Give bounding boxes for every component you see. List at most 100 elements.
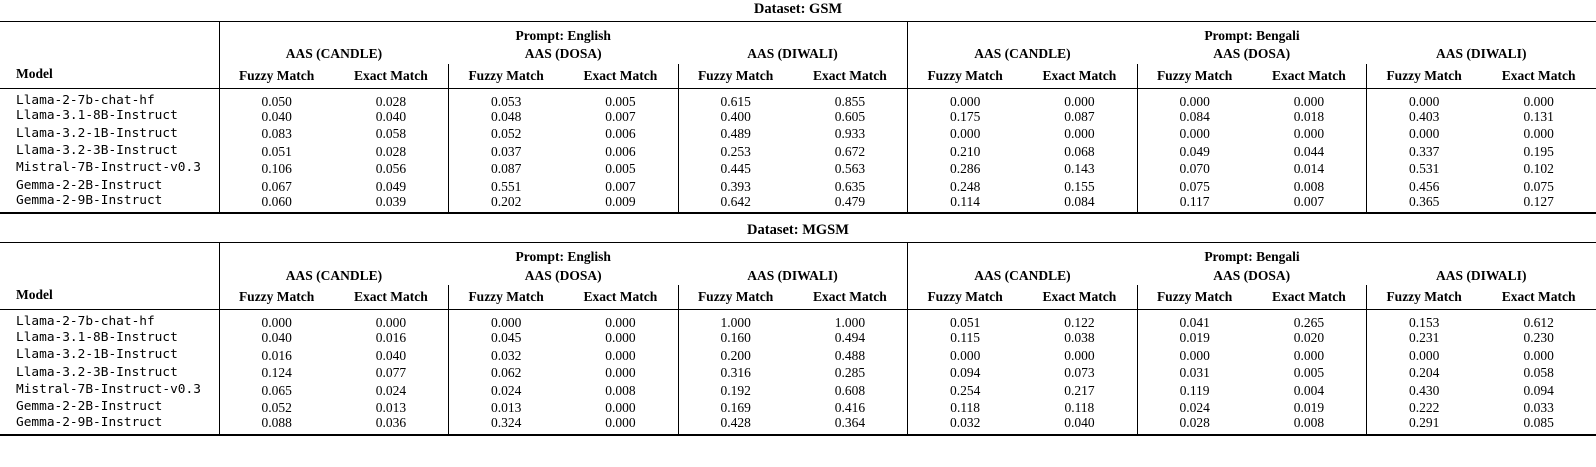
metric-value-cell: 0.051 (907, 309, 1023, 330)
metric-value-cell: 0.032 (448, 346, 564, 365)
metric-value-cell: 0.000 (605, 415, 636, 431)
metric-value-cell: 0.265 (1293, 314, 1325, 330)
metric-value-cell: 0.000 (605, 399, 636, 415)
metric-header: Exact Match (1501, 289, 1576, 305)
metric-value-cell: 0.060 (261, 193, 292, 209)
metric-value-cell: 0.000 (1523, 126, 1554, 142)
metric-value-cell: 0.403 (1366, 108, 1482, 126)
metric-value-cell: 0.013 (375, 399, 407, 415)
table-row: Gemma-2-9B-Instruct 0.060 0.039 0.202 0.009 0… (0, 195, 1596, 214)
metric-value-cell: 0.000 (375, 314, 407, 330)
metric-value-cell: 0.052 (261, 399, 292, 415)
metric-value-cell: 0.053 (448, 88, 564, 108)
metric-value-cell: 0.051 (261, 143, 292, 159)
metric-value-cell: 0.337 (1366, 142, 1482, 161)
metric-value-cell: 0.000 (1523, 347, 1554, 363)
metric-value-cell: 0.028 (375, 93, 407, 109)
metric-header: Exact Match (1042, 68, 1117, 83)
metric-value-cell: 0.324 (448, 416, 564, 435)
metric-value-cell: 0.000 (1064, 126, 1095, 142)
metric-value-cell: 0.117 (1136, 195, 1252, 214)
metric-value-cell: 0.009 (605, 193, 636, 209)
aas-group-header: AAS (DOSA) (1213, 267, 1291, 283)
metric-header: Fuzzy Match (907, 285, 1023, 310)
metric-value-cell: 0.204 (1366, 364, 1482, 382)
metric-value-cell: 0.013 (448, 399, 564, 417)
metric-value-cell: 0.087 (448, 160, 564, 178)
metric-value-cell: 0.007 (605, 108, 636, 124)
metric-value-cell: 0.070 (1136, 160, 1252, 178)
dataset-title: Dataset: MGSM (0, 221, 1596, 244)
metric-value-cell: 0.155 (1064, 178, 1095, 194)
metric-value-cell: 0.605 (834, 108, 866, 124)
model-name-cell: Llama-3.2-3B-Instruct (0, 364, 220, 382)
metric-value-cell: 0.531 (1366, 160, 1482, 178)
metric-value-cell: 0.058 (1523, 365, 1554, 381)
results-table-block-gsm: Dataset: GSM Model Prompt: English Prompt: … (0, 0, 1596, 215)
metric-value-cell: 0.024 (375, 382, 407, 398)
metric-header: Fuzzy Match (677, 64, 793, 88)
metric-value-cell: 0.075 (1136, 177, 1252, 195)
metric-value-cell: 0.000 (1293, 126, 1325, 142)
header-row-metric: Fuzzy Match Exact Match Fuzzy Match Exact M… (0, 285, 1596, 310)
metric-value-cell: 0.000 (1136, 346, 1252, 365)
metric-value-cell: 0.005 (605, 161, 636, 177)
metric-value-cell: 0.551 (448, 177, 564, 195)
metric-value-cell: 0.032 (907, 416, 1023, 435)
metric-value-cell: 0.062 (448, 364, 564, 382)
metric-value-cell: 0.006 (605, 143, 636, 159)
metric-value-cell: 0.291 (1366, 416, 1482, 435)
aas-group-header: AAS (DIWALI) (1436, 46, 1527, 62)
metric-value-cell: 0.041 (1136, 309, 1252, 330)
metric-value-cell: 0.056 (375, 161, 407, 177)
table-row: Mistral-7B-Instruct-v0.3 0.065 0.024 0.024 0… (0, 381, 1596, 400)
metric-value-cell: 0.084 (1064, 193, 1095, 209)
metric-value-cell: 0.000 (448, 309, 564, 330)
metric-value-cell: 0.000 (1293, 347, 1325, 363)
table-row: Llama-3.1-8B-Instruct 0.040 0.040 0.048 0.00… (0, 108, 1596, 126)
metric-value-cell: 0.004 (1293, 382, 1325, 398)
metric-value-cell: 0.000 (261, 314, 292, 330)
metric-value-cell: 0.000 (1064, 93, 1095, 109)
aas-group-header: AAS (CANDLE) (907, 44, 1137, 64)
metric-value-cell: 0.000 (1064, 347, 1095, 363)
metric-value-cell: 0.254 (907, 381, 1023, 400)
model-name-cell: Mistral-7B-Instruct-v0.3 (0, 381, 220, 400)
metric-value-cell: 0.040 (261, 108, 292, 124)
model-name-cell: Llama-3.2-3B-Instruct (0, 142, 220, 161)
metric-value-cell: 0.087 (1064, 108, 1095, 124)
table-row: Llama-2-7b-chat-hf 0.000 0.000 0.000 0.000 1.… (0, 309, 1596, 330)
metric-value-cell: 0.028 (375, 143, 407, 159)
metric-value-cell: 0.635 (834, 178, 866, 194)
metric-value-cell: 0.131 (1523, 108, 1554, 124)
metric-value-cell: 0.005 (1293, 365, 1325, 381)
metric-value-cell: 0.143 (1064, 161, 1095, 177)
metric-value-cell: 0.045 (448, 329, 564, 347)
metric-header: Fuzzy Match (238, 68, 315, 83)
metric-value-cell: 0.119 (1136, 381, 1252, 400)
table-row: Gemma-2-2B-Instruct 0.067 0.049 0.551 0.007 0… (0, 177, 1596, 195)
aas-group-header: AAS (DIWALI) (747, 46, 838, 62)
metric-value-cell: 0.285 (834, 365, 866, 381)
metric-value-cell: 0.018 (1293, 108, 1325, 124)
aas-group-header: AAS (DIWALI) (747, 267, 838, 283)
metric-value-cell: 0.153 (1366, 309, 1482, 330)
metric-value-cell: 0.014 (1293, 161, 1325, 177)
metric-value-cell: 0.200 (677, 346, 793, 365)
metric-value-cell: 0.612 (1523, 314, 1554, 330)
metric-value-cell: 0.000 (1523, 93, 1554, 109)
metric-value-cell: 0.195 (1523, 143, 1554, 159)
model-name-cell: Llama-2-7b-chat-hf (0, 88, 220, 108)
metric-header: Exact Match (353, 289, 428, 305)
metric-header: Exact Match (812, 68, 887, 83)
aas-group-header: AAS (DIWALI) (1436, 267, 1527, 283)
metric-value-cell: 0.068 (1064, 143, 1095, 159)
metric-value-cell: 0.019 (1136, 329, 1252, 347)
metric-header: Exact Match (1501, 68, 1576, 83)
metric-value-cell: 0.231 (1366, 329, 1482, 347)
metric-value-cell: 0.007 (1293, 193, 1325, 209)
metric-value-cell: 0.253 (677, 142, 793, 161)
table-row: Gemma-2-2B-Instruct 0.052 0.013 0.013 0.000 0… (0, 399, 1596, 417)
metric-value-cell: 0.118 (1064, 399, 1095, 415)
table-row: Llama-3.2-3B-Instruct 0.124 0.077 0.062 0.00… (0, 364, 1596, 382)
